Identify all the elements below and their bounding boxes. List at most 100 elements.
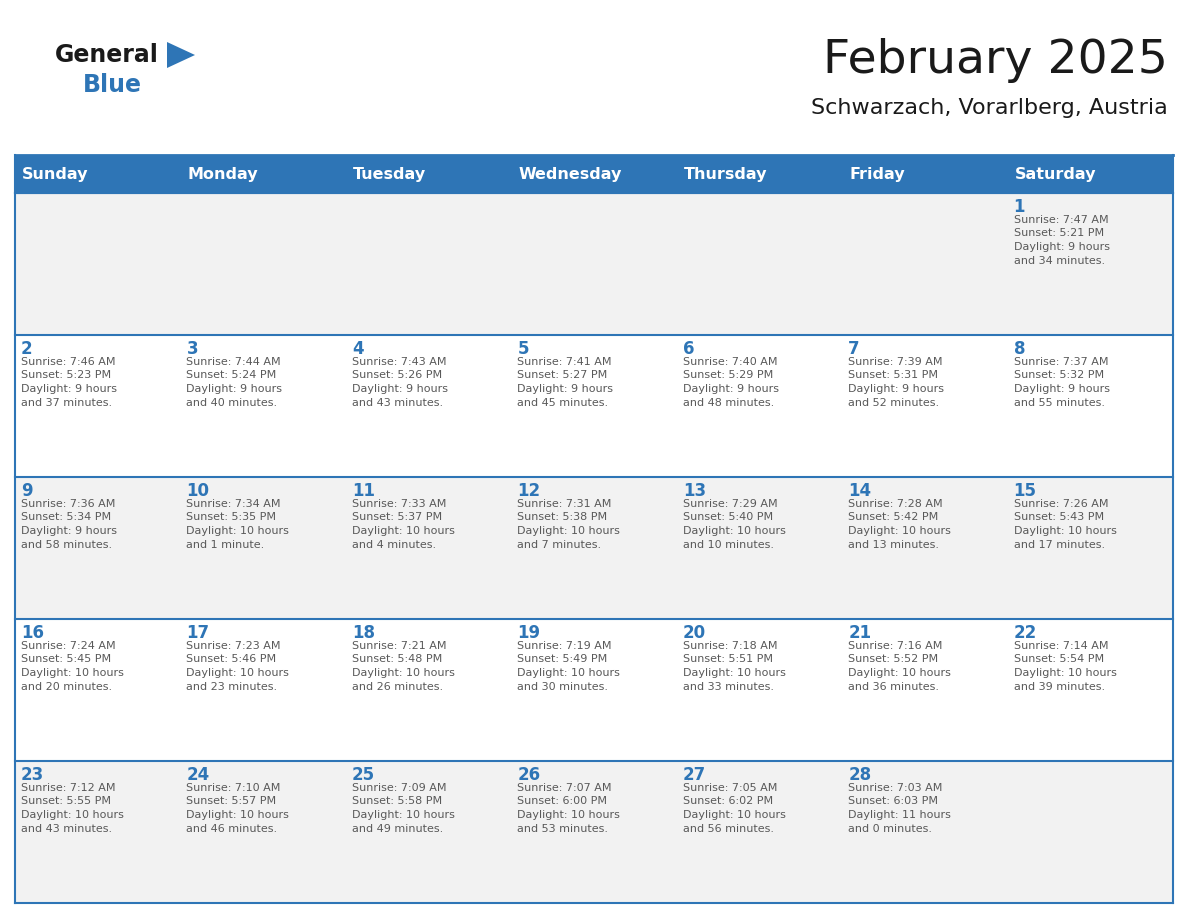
- Text: 25: 25: [352, 766, 375, 784]
- Text: and 1 minute.: and 1 minute.: [187, 540, 265, 550]
- Text: and 34 minutes.: and 34 minutes.: [1013, 255, 1105, 265]
- Text: February 2025: February 2025: [823, 38, 1168, 83]
- Text: and 48 minutes.: and 48 minutes.: [683, 397, 773, 408]
- Bar: [181, 761, 346, 903]
- Bar: [1007, 761, 1173, 903]
- Text: Sunrise: 7:44 AM: Sunrise: 7:44 AM: [187, 357, 282, 367]
- Text: Daylight: 10 hours: Daylight: 10 hours: [517, 526, 620, 536]
- Text: Sunrise: 7:18 AM: Sunrise: 7:18 AM: [683, 641, 777, 651]
- Bar: [511, 761, 677, 903]
- Text: Sunset: 5:32 PM: Sunset: 5:32 PM: [1013, 371, 1104, 380]
- Text: and 30 minutes.: and 30 minutes.: [517, 681, 608, 691]
- Bar: [677, 619, 842, 761]
- Text: Sunrise: 7:46 AM: Sunrise: 7:46 AM: [21, 357, 115, 367]
- Text: and 4 minutes.: and 4 minutes.: [352, 540, 436, 550]
- Text: and 10 minutes.: and 10 minutes.: [683, 540, 773, 550]
- Text: Daylight: 10 hours: Daylight: 10 hours: [352, 526, 455, 536]
- Text: Sunrise: 7:05 AM: Sunrise: 7:05 AM: [683, 783, 777, 793]
- Text: and 7 minutes.: and 7 minutes.: [517, 540, 601, 550]
- Text: Sunrise: 7:41 AM: Sunrise: 7:41 AM: [517, 357, 612, 367]
- Text: Daylight: 10 hours: Daylight: 10 hours: [683, 810, 785, 820]
- Bar: [346, 335, 511, 477]
- Text: Daylight: 10 hours: Daylight: 10 hours: [683, 668, 785, 678]
- Text: Sunset: 5:43 PM: Sunset: 5:43 PM: [1013, 512, 1104, 522]
- Bar: [346, 477, 511, 619]
- Text: Sunset: 5:42 PM: Sunset: 5:42 PM: [848, 512, 939, 522]
- Text: and 40 minutes.: and 40 minutes.: [187, 397, 278, 408]
- Text: Sunset: 5:49 PM: Sunset: 5:49 PM: [517, 655, 607, 665]
- Text: Sunrise: 7:10 AM: Sunrise: 7:10 AM: [187, 783, 280, 793]
- Bar: [842, 477, 1007, 619]
- Text: Schwarzach, Vorarlberg, Austria: Schwarzach, Vorarlberg, Austria: [811, 98, 1168, 118]
- Text: Sunset: 5:31 PM: Sunset: 5:31 PM: [848, 371, 939, 380]
- Text: 19: 19: [517, 624, 541, 642]
- Text: Saturday: Saturday: [1015, 166, 1097, 182]
- Bar: [1007, 155, 1173, 193]
- Text: Sunset: 5:48 PM: Sunset: 5:48 PM: [352, 655, 442, 665]
- Text: Daylight: 9 hours: Daylight: 9 hours: [21, 526, 116, 536]
- Text: Daylight: 10 hours: Daylight: 10 hours: [352, 668, 455, 678]
- Text: and 39 minutes.: and 39 minutes.: [1013, 681, 1105, 691]
- Text: Sunrise: 7:31 AM: Sunrise: 7:31 AM: [517, 499, 612, 509]
- Bar: [1007, 619, 1173, 761]
- Bar: [346, 761, 511, 903]
- Text: Daylight: 10 hours: Daylight: 10 hours: [187, 668, 290, 678]
- Text: Daylight: 10 hours: Daylight: 10 hours: [21, 668, 124, 678]
- Text: and 52 minutes.: and 52 minutes.: [848, 397, 940, 408]
- Bar: [181, 193, 346, 335]
- Text: and 43 minutes.: and 43 minutes.: [21, 823, 112, 834]
- Text: and 23 minutes.: and 23 minutes.: [187, 681, 278, 691]
- Text: Sunrise: 7:21 AM: Sunrise: 7:21 AM: [352, 641, 447, 651]
- Text: Daylight: 9 hours: Daylight: 9 hours: [1013, 384, 1110, 394]
- Text: Sunrise: 7:12 AM: Sunrise: 7:12 AM: [21, 783, 115, 793]
- Text: Daylight: 10 hours: Daylight: 10 hours: [683, 526, 785, 536]
- Text: Blue: Blue: [83, 73, 143, 97]
- Text: 13: 13: [683, 482, 706, 500]
- Text: Sunset: 5:55 PM: Sunset: 5:55 PM: [21, 797, 110, 807]
- Bar: [842, 335, 1007, 477]
- Bar: [15, 761, 181, 903]
- Text: and 55 minutes.: and 55 minutes.: [1013, 397, 1105, 408]
- Text: Sunrise: 7:07 AM: Sunrise: 7:07 AM: [517, 783, 612, 793]
- Text: Sunrise: 7:33 AM: Sunrise: 7:33 AM: [352, 499, 447, 509]
- Text: and 49 minutes.: and 49 minutes.: [352, 823, 443, 834]
- Text: Daylight: 9 hours: Daylight: 9 hours: [21, 384, 116, 394]
- Text: and 36 minutes.: and 36 minutes.: [848, 681, 940, 691]
- Text: Sunrise: 7:47 AM: Sunrise: 7:47 AM: [1013, 215, 1108, 225]
- Text: Monday: Monday: [188, 166, 258, 182]
- Bar: [1007, 477, 1173, 619]
- Text: Friday: Friday: [849, 166, 905, 182]
- Text: 17: 17: [187, 624, 209, 642]
- Text: 8: 8: [1013, 340, 1025, 358]
- Text: Daylight: 10 hours: Daylight: 10 hours: [187, 810, 290, 820]
- Text: Sunset: 5:21 PM: Sunset: 5:21 PM: [1013, 229, 1104, 239]
- Text: 7: 7: [848, 340, 860, 358]
- Text: 24: 24: [187, 766, 209, 784]
- Bar: [15, 477, 181, 619]
- Bar: [1007, 335, 1173, 477]
- Text: 22: 22: [1013, 624, 1037, 642]
- Text: and 20 minutes.: and 20 minutes.: [21, 681, 112, 691]
- Text: Sunset: 5:46 PM: Sunset: 5:46 PM: [187, 655, 277, 665]
- Text: Sunday: Sunday: [23, 166, 88, 182]
- Bar: [181, 477, 346, 619]
- Text: Sunrise: 7:36 AM: Sunrise: 7:36 AM: [21, 499, 115, 509]
- Text: Sunset: 6:00 PM: Sunset: 6:00 PM: [517, 797, 607, 807]
- Text: and 53 minutes.: and 53 minutes.: [517, 823, 608, 834]
- Text: 28: 28: [848, 766, 871, 784]
- Bar: [181, 619, 346, 761]
- Text: Sunrise: 7:43 AM: Sunrise: 7:43 AM: [352, 357, 447, 367]
- Text: Thursday: Thursday: [684, 166, 767, 182]
- Text: Sunrise: 7:09 AM: Sunrise: 7:09 AM: [352, 783, 447, 793]
- Text: and 13 minutes.: and 13 minutes.: [848, 540, 940, 550]
- Text: Sunrise: 7:34 AM: Sunrise: 7:34 AM: [187, 499, 280, 509]
- Text: 2: 2: [21, 340, 32, 358]
- Text: 4: 4: [352, 340, 364, 358]
- Text: 16: 16: [21, 624, 44, 642]
- Text: Daylight: 10 hours: Daylight: 10 hours: [1013, 668, 1117, 678]
- Text: Tuesday: Tuesday: [353, 166, 426, 182]
- Text: and 17 minutes.: and 17 minutes.: [1013, 540, 1105, 550]
- Text: Sunrise: 7:39 AM: Sunrise: 7:39 AM: [848, 357, 942, 367]
- Text: and 45 minutes.: and 45 minutes.: [517, 397, 608, 408]
- Bar: [677, 155, 842, 193]
